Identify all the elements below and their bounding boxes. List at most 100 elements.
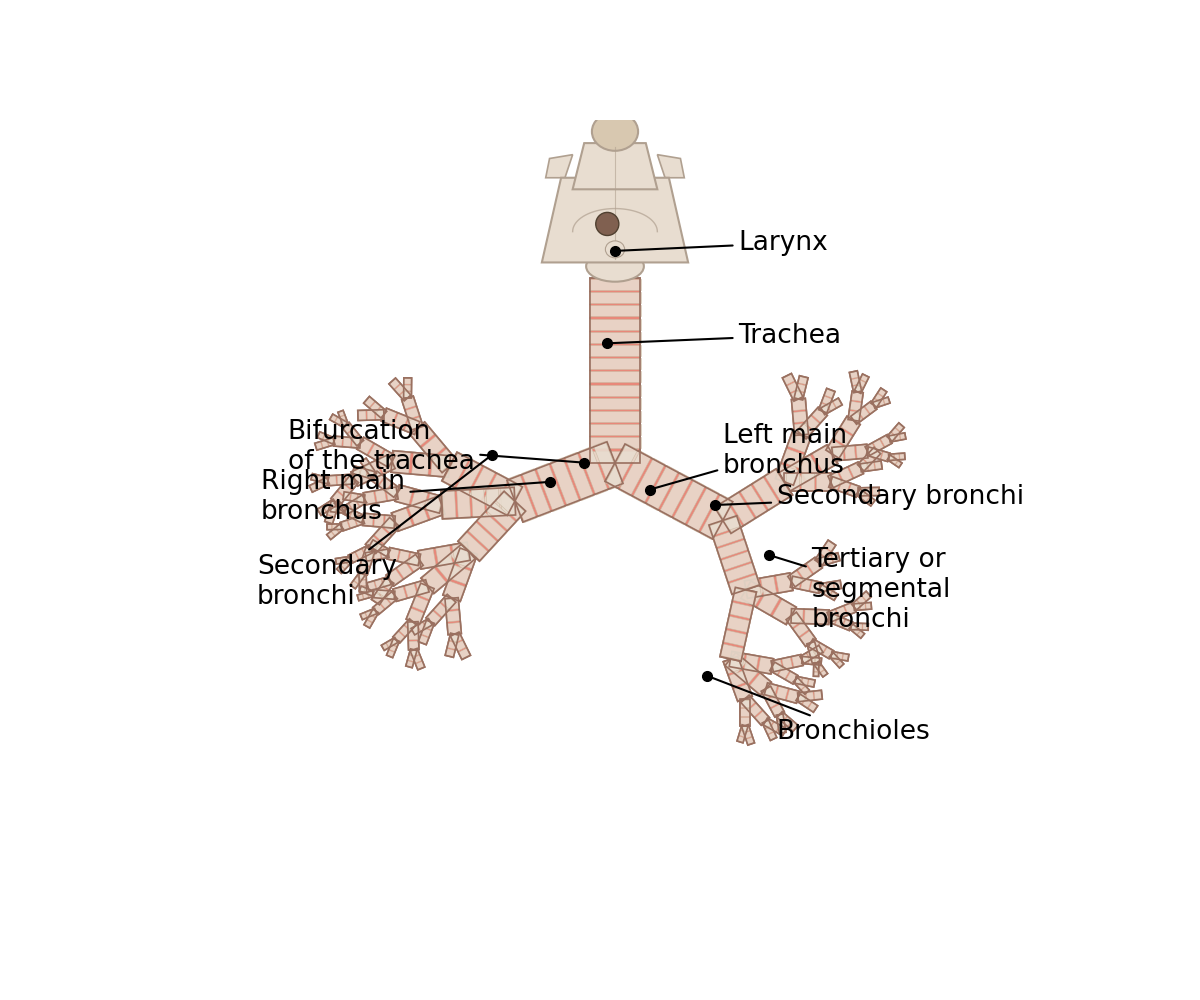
Polygon shape bbox=[370, 540, 378, 550]
Polygon shape bbox=[355, 515, 364, 526]
Polygon shape bbox=[790, 390, 803, 401]
Polygon shape bbox=[796, 694, 817, 712]
Polygon shape bbox=[317, 432, 335, 444]
Polygon shape bbox=[811, 408, 827, 423]
Polygon shape bbox=[733, 684, 752, 700]
Polygon shape bbox=[812, 445, 836, 472]
Polygon shape bbox=[337, 503, 343, 509]
Polygon shape bbox=[350, 493, 358, 502]
Text: Bifurcation
of the trachea: Bifurcation of the trachea bbox=[288, 419, 582, 475]
Polygon shape bbox=[356, 572, 365, 580]
Polygon shape bbox=[868, 462, 875, 471]
Polygon shape bbox=[895, 434, 900, 441]
Polygon shape bbox=[366, 551, 373, 561]
Polygon shape bbox=[788, 570, 804, 587]
Text: Secondary bronchi: Secondary bronchi bbox=[718, 484, 1024, 510]
Polygon shape bbox=[728, 602, 754, 619]
Polygon shape bbox=[797, 682, 805, 690]
Polygon shape bbox=[686, 487, 719, 532]
Polygon shape bbox=[403, 392, 412, 398]
Polygon shape bbox=[590, 278, 640, 463]
Polygon shape bbox=[365, 460, 382, 480]
Polygon shape bbox=[808, 702, 817, 712]
Polygon shape bbox=[342, 495, 367, 515]
Polygon shape bbox=[804, 609, 816, 624]
Polygon shape bbox=[394, 631, 404, 643]
Polygon shape bbox=[740, 699, 750, 726]
Polygon shape bbox=[786, 473, 798, 491]
Polygon shape bbox=[371, 471, 401, 497]
Polygon shape bbox=[787, 557, 822, 587]
Polygon shape bbox=[388, 591, 395, 599]
Polygon shape bbox=[827, 401, 836, 411]
Polygon shape bbox=[762, 720, 776, 740]
Polygon shape bbox=[728, 671, 748, 687]
Polygon shape bbox=[894, 453, 899, 460]
Polygon shape bbox=[779, 445, 838, 491]
Polygon shape bbox=[408, 641, 419, 649]
Polygon shape bbox=[442, 452, 522, 515]
Polygon shape bbox=[476, 512, 506, 541]
Polygon shape bbox=[791, 576, 821, 593]
Polygon shape bbox=[406, 583, 434, 625]
Polygon shape bbox=[419, 548, 437, 569]
Polygon shape bbox=[508, 474, 536, 523]
Polygon shape bbox=[450, 632, 470, 660]
Polygon shape bbox=[452, 542, 469, 563]
Ellipse shape bbox=[595, 212, 619, 235]
Polygon shape bbox=[709, 516, 760, 594]
Polygon shape bbox=[800, 645, 823, 663]
Polygon shape bbox=[374, 527, 391, 544]
Polygon shape bbox=[336, 524, 343, 532]
Polygon shape bbox=[834, 580, 841, 590]
Polygon shape bbox=[772, 599, 796, 624]
Polygon shape bbox=[725, 653, 772, 695]
Polygon shape bbox=[871, 398, 880, 407]
Polygon shape bbox=[589, 345, 641, 356]
Polygon shape bbox=[380, 549, 389, 559]
Polygon shape bbox=[349, 552, 359, 563]
Polygon shape bbox=[386, 487, 397, 501]
Polygon shape bbox=[763, 718, 786, 736]
Polygon shape bbox=[360, 468, 367, 477]
Polygon shape bbox=[740, 695, 769, 725]
Polygon shape bbox=[364, 588, 370, 594]
Polygon shape bbox=[349, 510, 359, 520]
Polygon shape bbox=[362, 545, 372, 556]
Polygon shape bbox=[359, 574, 366, 579]
Polygon shape bbox=[824, 541, 835, 551]
Polygon shape bbox=[839, 467, 853, 483]
Polygon shape bbox=[359, 586, 367, 592]
Polygon shape bbox=[856, 489, 875, 506]
Polygon shape bbox=[395, 485, 444, 513]
Polygon shape bbox=[364, 513, 373, 527]
Polygon shape bbox=[829, 477, 841, 491]
Polygon shape bbox=[431, 454, 449, 478]
Polygon shape bbox=[722, 630, 748, 646]
Polygon shape bbox=[770, 722, 780, 732]
Polygon shape bbox=[800, 653, 810, 663]
Polygon shape bbox=[322, 440, 329, 448]
Polygon shape bbox=[343, 507, 365, 523]
Polygon shape bbox=[836, 652, 842, 660]
Polygon shape bbox=[536, 463, 565, 512]
Polygon shape bbox=[337, 557, 353, 573]
Polygon shape bbox=[892, 458, 898, 465]
Polygon shape bbox=[310, 483, 318, 492]
Polygon shape bbox=[817, 609, 828, 625]
Polygon shape bbox=[780, 464, 805, 491]
Polygon shape bbox=[394, 413, 408, 430]
Polygon shape bbox=[359, 573, 367, 592]
Polygon shape bbox=[797, 694, 805, 704]
Polygon shape bbox=[572, 143, 658, 189]
Polygon shape bbox=[851, 378, 860, 385]
Polygon shape bbox=[335, 500, 341, 506]
Polygon shape bbox=[337, 484, 352, 498]
Polygon shape bbox=[815, 540, 835, 565]
Polygon shape bbox=[404, 407, 420, 419]
Polygon shape bbox=[445, 633, 458, 657]
Polygon shape bbox=[343, 437, 352, 448]
Polygon shape bbox=[329, 499, 337, 508]
Polygon shape bbox=[410, 423, 434, 446]
Polygon shape bbox=[860, 463, 868, 472]
